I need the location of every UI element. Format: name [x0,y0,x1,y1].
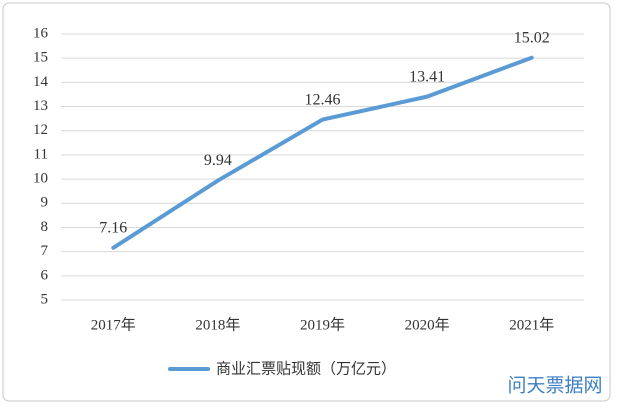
data-label: 12.46 [305,91,341,108]
legend-label: 商业汇票贴现额（万亿元） [216,360,396,378]
y-tick-label: 5 [41,291,49,307]
y-tick-label: 14 [33,74,49,90]
x-tick-label: 2021年 [509,316,554,333]
x-tick-label: 2017年 [91,316,136,333]
data-label: 15.02 [514,29,550,46]
data-line [111,55,534,250]
x-tick-label: 2019年 [300,316,345,333]
y-tick-label: 6 [41,267,49,283]
data-label: 9.94 [204,152,232,169]
y-tick-label: 15 [33,50,48,66]
x-tick-label: 2020年 [405,316,450,333]
y-tick-label: 9 [41,195,49,211]
y-tick-label: 7 [41,243,49,259]
data-label: 13.41 [409,68,445,85]
x-tick-label: 2018年 [195,316,240,333]
y-tick-label: 8 [41,219,49,235]
y-tick-label: 12 [33,122,48,138]
y-tick-label: 10 [33,171,48,187]
y-tick-label: 13 [33,98,48,114]
chart-border [2,2,611,402]
data-label: 7.16 [99,219,127,236]
watermark: 问天票据网 [507,375,602,397]
y-tick-label: 11 [34,146,48,162]
y-tick-label: 16 [33,25,49,41]
